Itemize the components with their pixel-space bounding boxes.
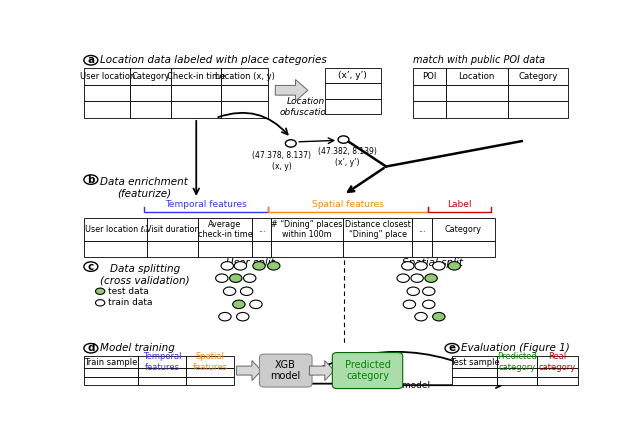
Bar bbox=[508, 102, 568, 118]
Bar bbox=[537, 356, 577, 368]
Circle shape bbox=[84, 175, 98, 184]
Text: Spatial split: Spatial split bbox=[402, 258, 463, 268]
Bar bbox=[147, 241, 198, 257]
Text: Temporal
features: Temporal features bbox=[143, 353, 181, 372]
Circle shape bbox=[230, 274, 242, 283]
Text: User split: User split bbox=[226, 258, 275, 268]
Text: User location: User location bbox=[79, 72, 135, 81]
Bar bbox=[452, 356, 497, 368]
Text: XGB
model: XGB model bbox=[270, 360, 301, 381]
Bar bbox=[446, 85, 508, 102]
Bar bbox=[452, 368, 497, 377]
Text: Spatial
features: Spatial features bbox=[193, 353, 228, 372]
Bar bbox=[432, 218, 495, 241]
Bar bbox=[171, 68, 221, 85]
Text: Visit duration: Visit duration bbox=[146, 225, 200, 234]
Polygon shape bbox=[237, 360, 261, 381]
Bar bbox=[186, 356, 234, 368]
Bar bbox=[497, 368, 537, 377]
Bar bbox=[198, 218, 252, 241]
Text: Location data labeled with place categories: Location data labeled with place categor… bbox=[100, 55, 327, 65]
Circle shape bbox=[234, 261, 246, 270]
Bar bbox=[537, 377, 577, 385]
Circle shape bbox=[425, 274, 437, 283]
Bar bbox=[446, 102, 508, 118]
Text: ...: ... bbox=[258, 225, 266, 234]
Text: d: d bbox=[87, 343, 95, 353]
Circle shape bbox=[445, 343, 459, 353]
Text: Real
category: Real category bbox=[539, 353, 576, 372]
Bar bbox=[198, 241, 252, 257]
Bar bbox=[508, 85, 568, 102]
Text: ...: ... bbox=[419, 225, 426, 234]
Circle shape bbox=[253, 261, 265, 270]
Text: Check-in time: Check-in time bbox=[166, 72, 225, 81]
Bar bbox=[138, 377, 186, 385]
Text: Test sample: Test sample bbox=[449, 357, 499, 367]
Bar bbox=[84, 102, 131, 118]
Circle shape bbox=[268, 261, 280, 270]
Bar bbox=[138, 368, 186, 377]
Polygon shape bbox=[309, 360, 334, 381]
Bar bbox=[271, 241, 343, 257]
Text: Distance closest
“Dining” place: Distance closest “Dining” place bbox=[345, 220, 410, 239]
Bar bbox=[186, 368, 234, 377]
Bar bbox=[412, 241, 432, 257]
Text: (47.378, 8.137)
(x, y): (47.378, 8.137) (x, y) bbox=[252, 151, 311, 170]
Bar bbox=[131, 102, 171, 118]
Bar bbox=[452, 377, 497, 385]
Text: Predicted
category: Predicted category bbox=[497, 353, 537, 372]
Circle shape bbox=[84, 343, 98, 353]
Bar bbox=[84, 377, 138, 385]
Circle shape bbox=[338, 136, 349, 143]
Bar bbox=[84, 368, 138, 377]
Text: User location ℓᵤ: User location ℓᵤ bbox=[84, 225, 147, 234]
Text: POI: POI bbox=[422, 72, 436, 81]
Text: a: a bbox=[87, 55, 95, 65]
Circle shape bbox=[250, 300, 262, 308]
Bar bbox=[252, 218, 271, 241]
Circle shape bbox=[237, 312, 249, 321]
Bar bbox=[508, 68, 568, 85]
Text: b: b bbox=[87, 175, 95, 184]
Circle shape bbox=[407, 287, 419, 296]
Circle shape bbox=[415, 312, 428, 321]
Polygon shape bbox=[275, 80, 308, 101]
Text: Temporal features: Temporal features bbox=[164, 200, 246, 209]
Text: Average
check-in time: Average check-in time bbox=[198, 220, 252, 239]
Circle shape bbox=[221, 261, 234, 270]
Bar bbox=[343, 218, 412, 241]
Bar bbox=[221, 85, 268, 102]
Circle shape bbox=[422, 300, 435, 308]
Circle shape bbox=[233, 300, 245, 308]
Circle shape bbox=[402, 261, 414, 270]
Text: (47.382, 8.139)
(x’, y’): (47.382, 8.139) (x’, y’) bbox=[318, 147, 377, 167]
Circle shape bbox=[95, 288, 105, 294]
Bar bbox=[84, 356, 138, 368]
Circle shape bbox=[84, 262, 98, 272]
Bar bbox=[497, 356, 537, 368]
Circle shape bbox=[95, 300, 105, 306]
Text: Model training: Model training bbox=[100, 343, 175, 353]
Text: Category: Category bbox=[518, 72, 557, 81]
Circle shape bbox=[223, 287, 236, 296]
Circle shape bbox=[219, 312, 231, 321]
Text: Predicted
category: Predicted category bbox=[344, 360, 390, 381]
Text: e: e bbox=[449, 343, 456, 353]
Bar bbox=[131, 68, 171, 85]
FancyBboxPatch shape bbox=[259, 354, 312, 387]
Text: Data splitting
(cross validation): Data splitting (cross validation) bbox=[100, 264, 190, 286]
Bar bbox=[131, 85, 171, 102]
Bar bbox=[413, 68, 446, 85]
Bar bbox=[412, 218, 432, 241]
Bar bbox=[147, 218, 198, 241]
Bar bbox=[171, 102, 221, 118]
Text: Location (x, y): Location (x, y) bbox=[215, 72, 275, 81]
Text: train data: train data bbox=[108, 298, 152, 307]
Bar bbox=[413, 102, 446, 118]
Text: Spatial features: Spatial features bbox=[312, 200, 383, 209]
Circle shape bbox=[397, 274, 410, 283]
Bar bbox=[252, 241, 271, 257]
Circle shape bbox=[433, 261, 445, 270]
Bar bbox=[221, 68, 268, 85]
